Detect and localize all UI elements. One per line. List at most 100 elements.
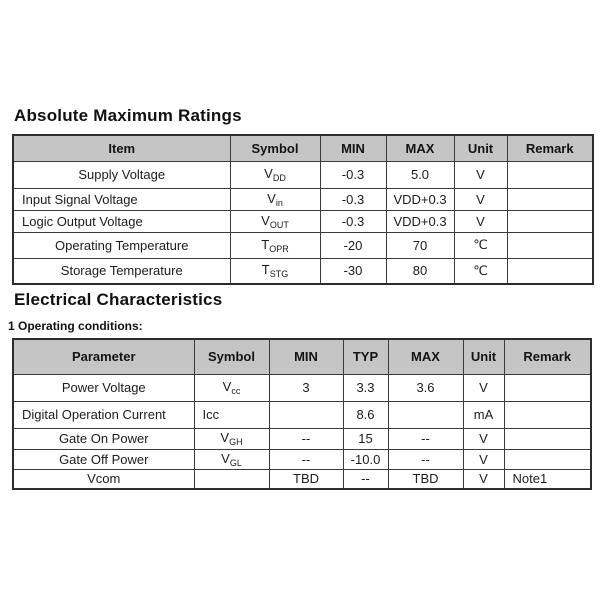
table-cell: [506, 187, 594, 211]
table-cell: --: [387, 448, 464, 470]
table-row: Input Signal Voltage Vin -0.3 VDD+0.3 V: [12, 187, 594, 211]
table-row: Gate Off Power VGL -- -10.0 -- V: [12, 448, 592, 470]
table-cell: Note1: [503, 468, 592, 490]
symbol-base: T: [261, 262, 270, 278]
symbol-subscript: in: [275, 197, 283, 208]
table-cell: VDD: [229, 160, 321, 189]
table-cell: -0.3: [319, 209, 387, 233]
table-cell: Vcc: [193, 373, 270, 402]
table-cell: V: [453, 160, 508, 189]
table-cell: TOPR: [229, 231, 321, 259]
section-title-absolute-maximum-ratings: Absolute Maximum Ratings: [14, 106, 242, 125]
table-row: Power Voltage Vcc 3 3.3 3.6 V: [12, 373, 592, 402]
table-cell: ℃: [453, 231, 508, 259]
table-cell: VGH: [193, 427, 270, 450]
table-cell: 70: [385, 231, 455, 259]
table-cell: TBD: [268, 468, 344, 490]
table-cell: Supply Voltage: [12, 160, 231, 189]
table-row: Supply Voltage VDD -0.3 5.0 V: [12, 160, 594, 189]
table-row: Digital Operation Current Icc 8.6 mA: [12, 400, 592, 429]
table-cell: [506, 231, 594, 259]
subsection-title-operating-conditions: 1 Operating conditions:: [8, 319, 143, 333]
table-header-row: Item Symbol MIN MAX Unit Remark: [12, 134, 594, 162]
table-cell: -0.3: [319, 160, 387, 189]
table-cell: -0.3: [319, 187, 387, 211]
table-cell: [503, 373, 592, 402]
table-cell: -20: [319, 231, 387, 259]
table-cell: VOUT: [229, 209, 321, 233]
column-header: TYP: [342, 338, 389, 375]
table-cell: [503, 448, 592, 470]
table-cell: -30: [319, 257, 387, 285]
table-row: Storage Temperature TSTG -30 80 ℃: [12, 257, 594, 285]
table-cell: V: [453, 187, 508, 211]
table-cell: [193, 468, 270, 490]
symbol-base: V: [267, 190, 276, 206]
table-cell: Gate On Power: [12, 427, 195, 450]
table-cell: --: [268, 448, 344, 470]
table-cell: [387, 400, 464, 429]
column-header: Unit: [453, 134, 508, 162]
operating-conditions: Parameter Symbol MIN TYP MAX Unit Remark Power …: [12, 338, 592, 490]
table-cell: V: [462, 427, 505, 450]
column-header: Parameter: [12, 338, 195, 375]
table-cell: Gate Off Power: [12, 448, 195, 470]
table-cell: Icc: [193, 400, 270, 429]
table-cell: -10.0: [342, 448, 389, 470]
table-cell: Digital Operation Current: [12, 400, 195, 429]
column-header: Remark: [503, 338, 592, 375]
table-cell: 15: [342, 427, 389, 450]
table-cell: --: [268, 427, 344, 450]
symbol-subscript: cc: [231, 386, 241, 396]
column-header: MIN: [268, 338, 344, 375]
column-header: Symbol: [193, 338, 270, 375]
table-cell: TBD: [387, 468, 464, 490]
table-row: Gate On Power VGH -- 15 -- V: [12, 427, 592, 450]
table-cell: [506, 209, 594, 233]
table-cell: Logic Output Voltage: [12, 209, 231, 233]
operating-conditions-table: Parameter Symbol MIN TYP MAX Unit Remark Power …: [12, 338, 592, 490]
table-cell: [503, 427, 592, 450]
table-cell: Operating Temperature: [12, 231, 231, 259]
absolute-maximum-ratings-table: Item Symbol MIN MAX Unit Remark Supply Voltage…: [12, 134, 594, 285]
table-row: Vcom TBD -- TBD V Note1: [12, 468, 592, 490]
column-header: Symbol: [229, 134, 321, 162]
symbol-base: V: [222, 379, 232, 394]
table-cell: --: [342, 468, 389, 490]
table-header-row: Parameter Symbol MIN TYP MAX Unit Remark: [12, 338, 592, 375]
table-cell: 3: [268, 373, 344, 402]
table-cell: 3.6: [387, 373, 464, 402]
section-title-electrical-characteristics: Electrical Characteristics: [14, 290, 223, 309]
absolute-maximum-ratings: Item Symbol MIN MAX Unit Remark Supply Voltage…: [12, 134, 594, 285]
symbol-base: V: [220, 430, 230, 445]
table-cell: V: [453, 209, 508, 233]
table-cell: VDD+0.3: [385, 187, 455, 211]
table-cell: ℃: [453, 257, 508, 285]
symbol-subscript: OUT: [269, 219, 289, 230]
symbol-base: V: [264, 166, 273, 181]
symbol-base: V: [221, 450, 230, 466]
column-header: Remark: [506, 134, 594, 162]
symbol-base: T: [261, 236, 270, 252]
table-cell: 3.3: [342, 373, 389, 402]
symbol-subscript: DD: [272, 173, 286, 183]
symbol-subscript: GH: [229, 437, 243, 447]
table-cell: V: [462, 468, 505, 490]
symbol-subscript: GL: [229, 457, 242, 468]
table-cell: Vin: [229, 187, 321, 211]
symbol-subscript: STG: [269, 269, 289, 280]
column-header: Item: [12, 134, 231, 162]
table-row: Operating Temperature TOPR -20 70 ℃: [12, 231, 594, 259]
table-cell: 80: [385, 257, 455, 285]
column-header: MAX: [385, 134, 455, 162]
table-cell: TSTG: [229, 257, 321, 285]
table-cell: Vcom: [12, 468, 195, 490]
column-header: Unit: [462, 338, 505, 375]
table-cell: mA: [462, 400, 505, 429]
symbol-base: V: [261, 212, 270, 228]
symbol-subscript: OPR: [269, 243, 289, 254]
table-cell: 5.0: [385, 160, 455, 189]
table-cell: VGL: [193, 448, 270, 470]
column-header: MIN: [319, 134, 387, 162]
